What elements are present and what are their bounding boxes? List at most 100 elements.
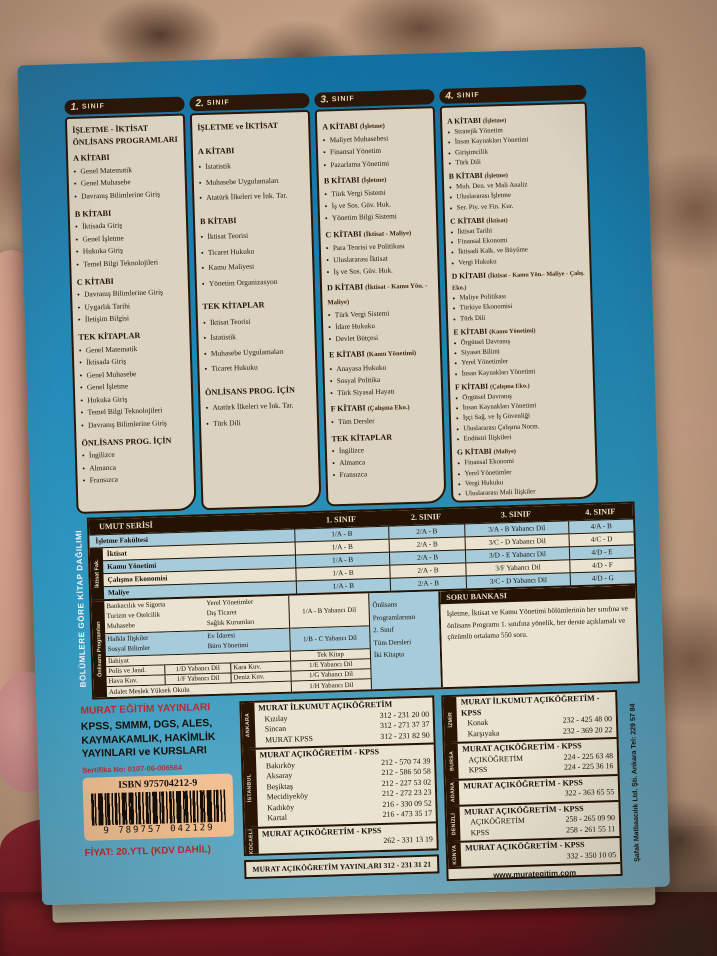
book-title: E KİTABI	[453, 326, 488, 337]
class-tab: 4. SINIF	[439, 84, 587, 104]
row-c4: 4/D - F	[569, 558, 635, 573]
class-tab-label: SINIF	[206, 99, 230, 107]
book-section-heading: D KİTABI (İktisat - Kamu Yön. - Maliye)	[327, 280, 435, 310]
class-panel: İŞLETME - İKTİSAT ÖNLİSANS PROGRAMLARI A…	[64, 113, 197, 514]
course-item: İş ve Sos. Güv. Huk.	[326, 263, 433, 278]
book-title: G KİTABI	[456, 446, 492, 457]
contact-body: MURAT AÇIKÖĞRETİM - KPSS AÇIKÖĞRETİM 258…	[460, 801, 620, 840]
book-note: (Çalışma Eko.)	[489, 382, 530, 391]
course-list: Stratejik Yönetim İnsan Kaynakları Yönet…	[447, 124, 582, 169]
branch-name: Karşıyaka	[467, 728, 500, 738]
city-label: ANKARA	[241, 702, 256, 749]
branch-name	[465, 854, 471, 865]
branch-name: Kartal	[267, 812, 288, 823]
course-list: Genel Matematik İktisada Giriş Genel Muh…	[79, 341, 189, 432]
course-list: İktisat Tarihi Finansal Ekonomi İktisadi…	[450, 224, 585, 269]
program-label: Polis ve Jand.	[108, 667, 147, 676]
contact-body: MURAT AÇIKÖĞRETİM - KPSS 322 - 363 65 55	[459, 776, 618, 805]
branch-name: MURAT KPSS	[265, 733, 314, 744]
course-list: Davranış Bilimlerine Giriş Uygarlık Tari…	[77, 286, 185, 327]
side-title-text: BÖLÜMLERE GÖRE KİTAP DAĞILIMI	[73, 529, 88, 688]
book-title: F KİTABI	[454, 381, 489, 392]
contact-body: MURAT İLKUMUT AÇIKÖĞRETİM Kızılay 312 - …	[254, 697, 434, 747]
course-item: Tüm Dersler	[331, 414, 438, 429]
city-label: DENİZLİ	[446, 806, 461, 842]
phone-number: 262 - 331 13 19	[383, 834, 433, 845]
onlisans-rows: Önlisans Programları Bankacılık ve Sigor…	[91, 583, 638, 698]
course-item: Fransızca	[83, 472, 190, 488]
course-list: Maliyet Muhasebesi Finansal Yönetim Paza…	[323, 132, 431, 172]
header-class1: 1. SINIF	[325, 514, 357, 525]
class-column: 4. SINIF A KİTABI	[439, 84, 599, 503]
branch-name	[262, 839, 268, 850]
book-title: B KİTABI	[323, 175, 360, 186]
course-item: Ticaret Hukuku	[204, 358, 311, 377]
branch-name: Kadıköy	[267, 802, 295, 812]
course-list: Tüm Dersler	[331, 414, 438, 429]
course-item: Temel Bilgi Teknolojileri	[76, 256, 183, 272]
course-item: Yönetim Bilgi Sistemi	[325, 210, 432, 225]
course-list: Muh. Den. ve Mali Analiz Uluslararası İş…	[449, 179, 584, 214]
class-panel: A KİTABI (İşletme) Stratejik Yönetim	[439, 101, 599, 503]
program-col-b: Yerel Yönetimler Dış Ticaret Sağlık Kuru…	[206, 598, 255, 628]
city-label: İZMİR	[443, 696, 458, 743]
row-c2: 2/A - B	[388, 550, 466, 565]
row-c2: 2/A - B	[389, 563, 466, 578]
class-tab: 2. SINIF	[189, 92, 310, 112]
row-c4: 4/D - E	[568, 545, 635, 560]
price-label: FİYAT: 20.YTL (KDV DAHİL)	[84, 843, 211, 859]
onlisans-note: Önlisans Programlarının 2. Sınıf Tüm Der…	[368, 591, 441, 690]
book-section: G KİTABI (Maliye) Finansal Ekonomi	[457, 444, 592, 500]
book-sections: A KİTABI (İşletme) Maliyet Muhasebesi	[322, 118, 440, 482]
book-section: D KİTABI (İktisat - Kamu Yön. - Maliye) …	[327, 280, 436, 346]
program-col-b: Ev İdaresi Büro Yönetimi	[207, 632, 249, 651]
phone-number: 332 - 350 10 05	[566, 849, 617, 861]
book-title: A KİTABI	[447, 115, 482, 126]
class-tab-number: 2.	[195, 97, 205, 110]
course-list: Genel Matematik Genel Muhasebe Davranış …	[73, 162, 181, 203]
book-title: E KİTABI	[328, 349, 365, 360]
course-item: Davranış Bilimlerine Giriş	[81, 417, 188, 433]
class-tab: 3. SINIF	[314, 89, 435, 108]
book-title: D KİTABI	[451, 270, 487, 281]
course-list: Maliye Politikası Türkiye Ekonomisi Türk…	[452, 290, 587, 325]
book-title: ÖNLİSANS PROG. İÇİN	[204, 384, 296, 397]
book-note: (İktisat - Maliye)	[363, 229, 412, 238]
course-list: Anayasa Hukuku Sosyal Politika Türk Siya…	[329, 360, 437, 400]
contact-section: BURSA MURAT AÇIKÖĞRETİM - KPSS	[444, 737, 618, 779]
contact-rows: Bakırköy 212 - 570 74 39 Aksaray 212 - 5…	[260, 756, 432, 824]
contacts-right-sections: İZMİR MURAT İLKUMUT AÇIKÖĞRETİM - KPSS	[443, 692, 621, 868]
branch-name: KPSS	[470, 827, 490, 837]
book-title: B KİTABI	[199, 215, 237, 226]
book-title: TEK KİTAPLAR	[331, 432, 393, 444]
book-title: ÖNLİSANS PROG. İÇİN	[81, 435, 172, 448]
row-c2: 2/A - B	[388, 524, 465, 539]
header-class4: 4. SINIF	[585, 506, 616, 517]
course-list: Atatürk İlkeleri ve İnk. Tar. Türk Dili	[205, 397, 313, 431]
course-list: Finansal Ekonomi Yerel Yönetimler Vergi …	[457, 455, 592, 500]
book-back-cover: 1. SINIF İŞLETME - İKTİSAT ÖNLİSANS PROG…	[17, 46, 670, 929]
distribution-table: UMUT SERİSİ 1. SINIF 2. SINIF 3. SINIF 4…	[86, 501, 640, 700]
book-section: E KİTABI (Kamu Yönetimi) Anayasa Hukuku	[329, 347, 437, 400]
certificate-number: Sertifika No: 0107-06-006564	[82, 762, 183, 775]
book-section: A KİTABI İstatistik	[198, 141, 307, 206]
book-title: D KİTABI	[326, 282, 364, 293]
course-list: İktisada Giriş Genel İşletme Hukuka Giri…	[75, 218, 183, 272]
contact-body: MURAT AÇIKÖĞRETİM - KPSS 262 - 331 13 19	[258, 823, 437, 854]
book-section: TEK KİTAPLAR İktisat Teorisi	[202, 296, 311, 377]
bottom-band: MURAT EĞİTİM YAYINLARI KPSS, SMMM, DGS, …	[80, 689, 645, 892]
course-list: İstatistik Muhasebe Uygulamaları Atatürk…	[198, 156, 306, 206]
book-title: TEK KİTAPLAR	[78, 330, 141, 342]
book-section: ÖNLİSANS PROG. İÇİN İngilizce	[81, 434, 189, 488]
header-class3: 3. SINIF	[500, 509, 532, 520]
branch-name: AÇIKÖĞRETİM	[468, 753, 524, 764]
book-sections: A KİTABI İstatistik	[198, 141, 313, 432]
class-tab: 1. SINIF	[64, 96, 185, 116]
course-list: Türk Vergi Sistemi İdare Hukuku Devlet B…	[328, 306, 436, 346]
publisher-description: KPSS, SMMM, DGS, ALES, KAYMAKAMLIK, HAKİ…	[80, 718, 216, 760]
class-columns: 1. SINIF İŞLETME - İKTİSAT ÖNLİSANS PROG…	[64, 84, 608, 514]
program-code: 1/B - C Yabancı Dil	[289, 626, 370, 651]
book-section: C KİTABI (İktisat) İktisat Tarihi	[450, 213, 585, 269]
contact-rows: AÇIKÖĞRETİM 258 - 265 09 90 KPSS 258 - 2…	[464, 813, 615, 838]
course-item: Devlet Bütçesi	[328, 330, 435, 345]
